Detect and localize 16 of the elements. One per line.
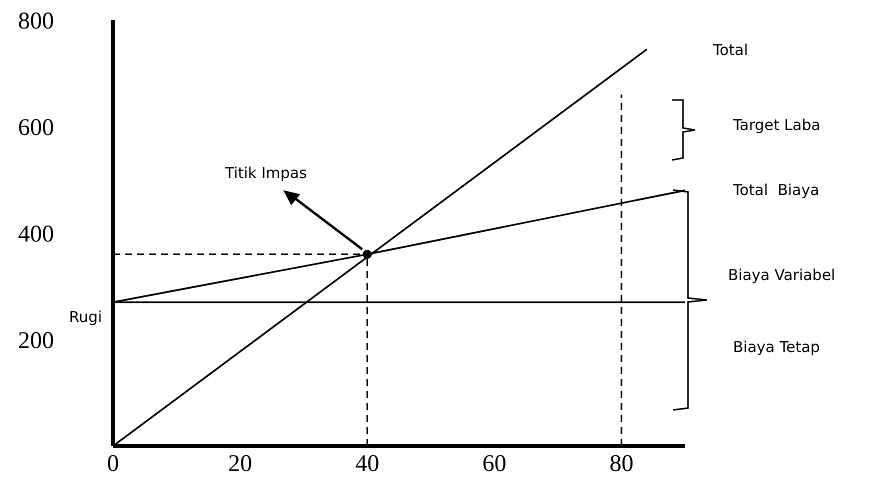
y-tick-label: 400	[18, 222, 54, 248]
x-tick-label: 0	[107, 451, 119, 478]
x-tick-label: 60	[482, 451, 506, 478]
x-tick-label: 80	[609, 451, 634, 478]
y-tick-label: 600	[18, 115, 54, 142]
x-tick-label: 40	[355, 451, 380, 478]
text: Total	[712, 41, 748, 59]
x-tick-label: 20	[228, 451, 252, 478]
text: Biaya Tetap	[733, 338, 820, 356]
y-tick-label: 800	[18, 8, 54, 35]
annotation: Titik Impas	[224, 164, 308, 182]
text: Rugi	[69, 308, 102, 326]
text: Biaya Variabel	[728, 266, 836, 284]
text: Target Laba	[732, 116, 820, 134]
text: Total Biaya	[732, 181, 820, 199]
y-tick-label: 200	[18, 328, 54, 354]
